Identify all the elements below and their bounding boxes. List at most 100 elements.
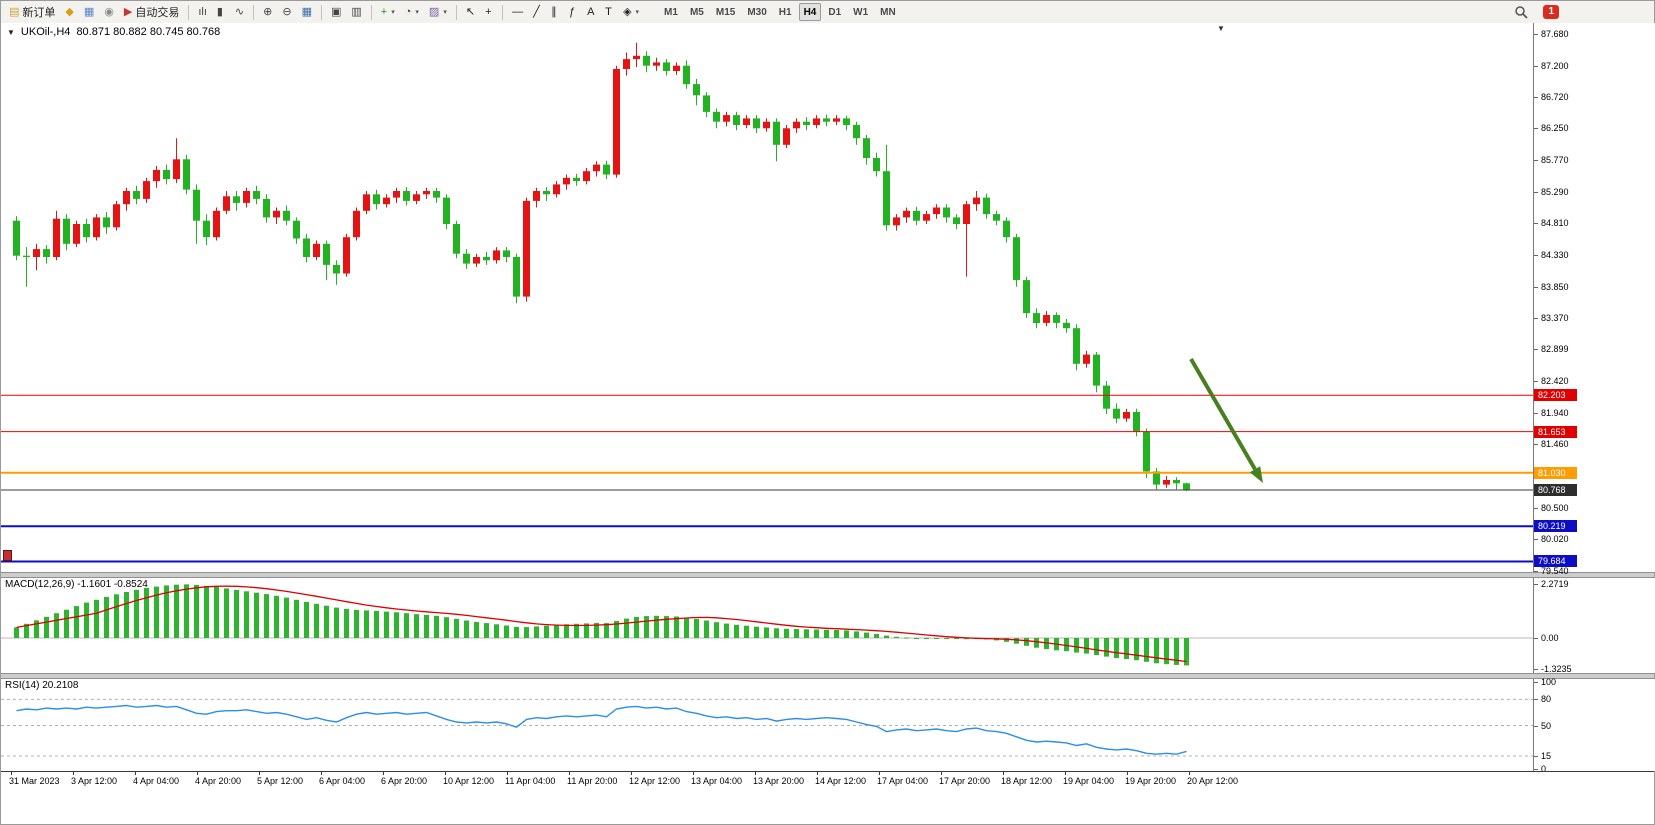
time-axis-label: 11 Apr 04:00: [505, 776, 556, 786]
price-axis-label: 79.540: [1541, 566, 1569, 576]
templates-button[interactable]: ▨ ▾: [425, 3, 451, 21]
charts-icon: ▦: [83, 5, 95, 18]
pane-separator[interactable]: [1, 572, 1654, 578]
new-order-icon: ▤: [9, 5, 20, 18]
toolbar-separator: [188, 4, 190, 20]
axis-tick: [1534, 726, 1538, 727]
time-axis-tick: [507, 772, 508, 775]
crosshair-button[interactable]: +: [481, 3, 497, 21]
bar-chart-button[interactable]: ılı: [194, 3, 211, 21]
chart-window: 87.680 87.200 86.720 86.250 85.770 85.290 84.8…: [1, 23, 1655, 788]
arrange-windows-button[interactable]: ▥: [347, 3, 365, 21]
axis-tick: [1534, 756, 1538, 757]
text-button[interactable]: A: [583, 3, 599, 21]
rsi-level-lines: [1, 698, 1533, 757]
price-axis[interactable]: 87.680 87.200 86.720 86.250 85.770 85.290 84.8…: [1533, 23, 1655, 576]
cascade-windows-button[interactable]: ▣: [327, 3, 345, 21]
zoom-out-button[interactable]: ⊖: [278, 3, 295, 21]
time-axis-tick: [817, 772, 818, 775]
arrange-windows-icon: ▥: [351, 5, 362, 18]
macd-chart-canvas: [1, 584, 1533, 666]
time-axis-label: 4 Apr 04:00: [133, 776, 180, 786]
tile-windows-button[interactable]: ▦: [298, 3, 316, 21]
timeframe-h1[interactable]: H1: [774, 3, 797, 21]
trend-arrow[interactable]: [1189, 357, 1263, 483]
toolbar-button-groups: ▤ 新订单 ◆ ▦ ◉ ▶ 自动交易 ılı ▮ ∿ ⊕ ⊖ ▦ ▣ ▥ + ▾ ◔ ▾ ▨ ▾ ↖ + — ╱ ∥ ƒ A T ◈ ▾: [4, 3, 644, 21]
time-axis-label: 31 Mar 2023: [9, 776, 60, 786]
price-axis-label: 87.200: [1541, 61, 1569, 71]
price-axis-label: 83.370: [1541, 313, 1569, 323]
macd-pane: 2.2719 0.00 -1.3235 MACD(12,26,9) -1.1601 …: [1, 578, 1655, 674]
axis-tick: [1534, 682, 1538, 683]
line-chart-button[interactable]: ∿: [231, 3, 248, 21]
time-axis-label: 10 Apr 12:00: [443, 776, 495, 786]
search-button[interactable]: [1510, 3, 1532, 21]
time-axis-label: 6 Apr 04:00: [319, 776, 366, 786]
time-axis-label: 18 Apr 12:00: [1001, 776, 1053, 786]
price-axis-label: 87.680: [1541, 29, 1569, 39]
time-axis-tick: [383, 772, 384, 775]
time-axis-tick: [445, 772, 446, 775]
fibonacci-button[interactable]: ƒ: [565, 3, 581, 21]
price-line-label-badge: 81.030: [1534, 467, 1577, 479]
timeframe-h4[interactable]: H4: [798, 3, 822, 21]
candlestick-series: [13, 42, 1190, 492]
axis-tick: [1534, 287, 1538, 288]
autotrading-button[interactable]: ▶ 自动交易: [120, 3, 183, 21]
timeframe-w1[interactable]: W1: [848, 3, 873, 21]
trendline-button[interactable]: ╱: [529, 3, 545, 21]
price-axis-label: 81.940: [1541, 408, 1569, 418]
periods-button[interactable]: ◔ ▾: [401, 3, 423, 21]
dropdown-arrow-icon: ▾: [415, 9, 419, 16]
text-label-button[interactable]: T: [601, 3, 617, 21]
price-line-label-badge: 82.203: [1534, 389, 1577, 401]
axis-tick: [1534, 223, 1538, 224]
axis-tick: [1534, 66, 1538, 67]
price-line-label-badge: 80.219: [1534, 520, 1577, 532]
axis-tick: [1534, 669, 1538, 670]
timeframe-m15[interactable]: M15: [711, 3, 740, 21]
arrows-button[interactable]: ◈ ▾: [619, 3, 643, 21]
rsi-axis-label: 50: [1541, 721, 1552, 731]
pane-separator[interactable]: [1, 673, 1654, 679]
time-axis-tick: [1065, 772, 1066, 775]
timeframe-m30[interactable]: M30: [742, 3, 771, 21]
time-axis-tick: [321, 772, 322, 775]
indicators-button[interactable]: + ▾: [377, 3, 399, 21]
timeframe-mn[interactable]: MN: [875, 3, 901, 21]
market-watch-button[interactable]: ◆: [61, 3, 77, 21]
macd-signal-line: [16, 585, 1187, 663]
cursor-button[interactable]: ↖: [462, 3, 479, 21]
new-order-button[interactable]: ▤ 新订单: [5, 3, 59, 21]
main-chart-pane[interactable]: 87.680 87.200 86.720 86.250 85.770 85.290 84.8…: [1, 23, 1655, 576]
axis-tick: [1534, 128, 1538, 129]
rsi-pane: 100 80 50 15 0 RSI(14) 20.2108: [1, 677, 1655, 774]
price-axis-label: 80.500: [1541, 503, 1569, 513]
timeframe-m5[interactable]: M5: [685, 3, 709, 21]
horizontal-line-icon: —: [512, 5, 524, 18]
horizontal-line-objects[interactable]: [1, 394, 1533, 563]
sound-button[interactable]: ◉: [100, 3, 118, 21]
candlestick-chart-icon: ▮: [216, 5, 223, 18]
scroll-to-end-marker[interactable]: ▼: [1217, 24, 1225, 33]
cascade-windows-icon: ▣: [330, 5, 342, 18]
price-axis-label: 84.330: [1541, 250, 1569, 260]
price-axis-label: 85.290: [1541, 187, 1569, 197]
charts-button[interactable]: ▦: [80, 3, 98, 21]
axis-tick: [1534, 699, 1538, 700]
time-axis[interactable]: 31 Mar 2023 3 Apr 12:00 4 Apr 04:00 4 Apr 2…: [1, 771, 1654, 788]
time-axis-tick: [11, 772, 12, 775]
horizontal-line-button[interactable]: —: [508, 3, 527, 21]
timeframe-d1[interactable]: D1: [823, 3, 846, 21]
chart-object-anchor[interactable]: [3, 550, 12, 561]
zoom-in-button[interactable]: ⊕: [259, 3, 276, 21]
time-axis-label: 5 Apr 12:00: [257, 776, 304, 786]
timeframe-m1[interactable]: M1: [659, 3, 683, 21]
time-axis-tick: [73, 772, 74, 775]
candlestick-chart-button[interactable]: ▮: [213, 3, 229, 21]
equidistant-channel-button[interactable]: ∥: [547, 3, 563, 21]
notification-badge[interactable]: 1: [1543, 5, 1559, 19]
axis-tick: [1534, 255, 1538, 256]
chart-dropdown-icon[interactable]: ▼: [7, 27, 15, 37]
time-axis-label: 4 Apr 20:00: [195, 776, 242, 786]
